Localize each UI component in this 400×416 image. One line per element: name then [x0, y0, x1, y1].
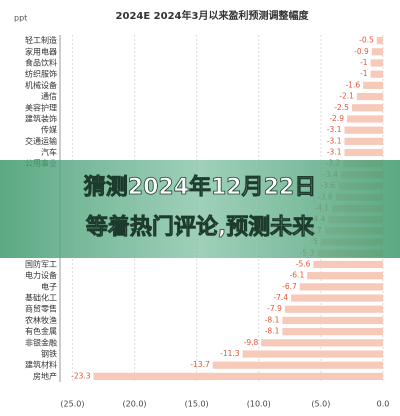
y-tick-label: 传媒 [41, 125, 57, 135]
x-tick-label: (20.0) [123, 400, 147, 409]
y-tick-label: 汽车 [41, 147, 57, 157]
bar [212, 361, 383, 369]
value-label: -3.1 [327, 148, 342, 157]
value-label: -9.8 [244, 338, 259, 347]
bar [282, 328, 383, 336]
y-tick-label: 家用电器 [25, 46, 57, 56]
chart-title: 2024E 2024年3月以来盈利预测调整幅度 [116, 9, 310, 22]
overlay-banner [0, 160, 400, 258]
bar [376, 36, 383, 45]
y-tick-label: 国防军工 [25, 259, 57, 269]
bar [282, 316, 383, 325]
bar [313, 260, 383, 269]
unit-label: ppt [14, 14, 27, 23]
value-label: -6.1 [290, 271, 305, 280]
overlay-text: 猜测2024年12月22日 [83, 174, 316, 200]
value-label: -8.1 [265, 315, 280, 324]
bar [356, 92, 383, 101]
value-label: -3.1 [327, 125, 342, 134]
y-tick-label: 电力设备 [25, 270, 57, 280]
x-tick-label: (10.0) [247, 400, 271, 409]
bar [370, 70, 383, 78]
x-tick-label: (5.0) [311, 400, 330, 409]
value-label: -1 [360, 69, 368, 78]
x-tick-label: 0.0 [377, 400, 390, 409]
y-tick-label: 美容护理 [25, 102, 57, 112]
value-label: -8.1 [265, 327, 280, 336]
overlay-text: 等着热门评论,预测未来 [86, 214, 315, 240]
bar [299, 283, 383, 291]
value-label: -2.9 [329, 114, 344, 123]
x-tick-label: (25.0) [60, 400, 84, 409]
bar [307, 272, 383, 280]
y-tick-label: 电子 [41, 281, 57, 291]
y-tick-label: 商贸零售 [25, 304, 57, 314]
bar [344, 126, 383, 134]
y-tick-label: 机械设备 [25, 80, 57, 90]
value-label: -3.1 [327, 136, 342, 145]
y-tick-label: 通信 [41, 91, 57, 101]
y-tick-label: 食品饮料 [25, 57, 57, 67]
bar [291, 294, 383, 302]
bar [344, 137, 383, 145]
value-label: -7.9 [267, 304, 282, 313]
bar [346, 115, 383, 123]
value-label: -1 [360, 58, 368, 67]
y-tick-label: 纺织服饰 [25, 69, 57, 79]
bar [284, 305, 383, 313]
value-label: -0.5 [359, 36, 374, 45]
value-label: -11.3 [220, 349, 240, 358]
bar [371, 48, 383, 56]
y-tick-label: 建筑材料 [25, 360, 57, 370]
value-label: -23.3 [71, 371, 91, 380]
value-label: -2.5 [334, 103, 349, 112]
x-tick-label: (15.0) [185, 400, 209, 409]
y-tick-label: 房地产 [33, 371, 57, 381]
value-label: -7.4 [273, 293, 288, 302]
y-tick-label: 农林牧渔 [25, 315, 57, 325]
bar [261, 339, 383, 347]
value-label: -2.1 [339, 92, 354, 101]
y-tick-label: 交通运输 [25, 136, 57, 146]
bar [351, 104, 383, 112]
y-tick-label: 基础化工 [25, 293, 57, 303]
bar [363, 81, 383, 89]
y-tick-label: 有色金属 [25, 326, 57, 336]
value-label: -1.6 [345, 80, 360, 89]
bar [344, 148, 383, 157]
bar [93, 372, 384, 381]
y-tick-label: 建筑装饰 [25, 113, 57, 123]
value-label: -5.6 [296, 259, 311, 268]
value-label: -0.9 [354, 47, 369, 56]
bar [242, 350, 383, 358]
value-label: -13.7 [190, 360, 210, 369]
y-tick-label: 钢铁 [41, 349, 57, 359]
value-label: -6.7 [282, 282, 297, 291]
y-tick-label: 轻工制造 [25, 35, 57, 45]
bar [370, 59, 383, 67]
y-tick-label: 非银金融 [25, 337, 57, 347]
